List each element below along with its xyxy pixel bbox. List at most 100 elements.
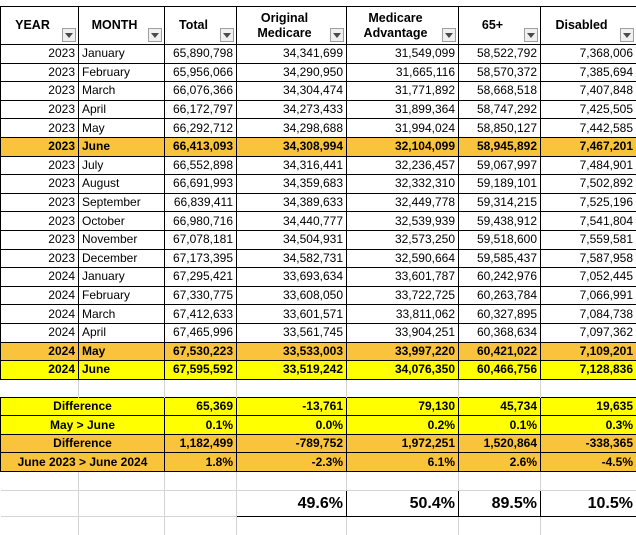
summary-block-one: Difference 65,369 -13,761 79,130 45,734 … [1,397,636,434]
share-medicare-advantage: 50.4% [347,490,459,516]
cell-total: 67,078,181 [165,230,237,249]
summary-row-difference-percent: May > June 0.1% 0.0% 0.2% 0.1% 0.3% [1,416,636,435]
column-header-disabled[interactable]: Disabled [541,7,636,45]
cell-65plus: 60,421,022 [459,342,541,361]
blank-cell [459,516,541,535]
cell-total: 66,839,411 [165,193,237,212]
blank-cell [347,379,459,397]
cell-total: 67,465,996 [165,323,237,342]
share-disabled: 10.5% [541,490,636,516]
column-header-65plus[interactable]: 65+ [459,7,541,45]
cell-original-medicare: 34,304,474 [237,82,347,101]
cell-total: 67,412,633 [165,305,237,324]
column-header-medicare-advantage[interactable]: Medicare Advantage [347,7,459,45]
cell-disabled: 7,385,694 [541,63,636,82]
column-header-month[interactable]: MONTH [79,7,165,45]
cell-month: July [79,156,165,175]
cell-medicare-advantage: 32,332,310 [347,175,459,194]
cell-65plus: 58,747,292 [459,100,541,119]
cell-medicare-advantage: 32,539,939 [347,212,459,231]
share-blank-month [79,490,165,516]
column-header-original-medicare[interactable]: Original Medicare [237,7,347,45]
cell-month: September [79,193,165,212]
cell-month: January [79,268,165,287]
cell-medicare-advantage: 31,665,116 [347,63,459,82]
summary-row-yoy-percent: June 2023 > June 2024 1.8% -2.3% 6.1% 2.… [1,453,636,472]
summary-yoy-pct-total: 1.8% [165,453,237,472]
cell-65plus: 59,189,101 [459,175,541,194]
filter-dropdown-icon[interactable] [442,28,456,42]
cell-medicare-advantage: 32,573,250 [347,230,459,249]
cell-65plus: 58,850,127 [459,119,541,138]
cell-original-medicare: 33,601,571 [237,305,347,324]
blank-cell [459,379,541,397]
cell-disabled: 7,109,201 [541,342,636,361]
cell-month: May [79,342,165,361]
summary-label-yoy-line1: Difference [1,434,165,453]
filter-dropdown-icon[interactable] [524,28,538,42]
cell-disabled: 7,484,901 [541,156,636,175]
cell-total: 66,172,797 [165,100,237,119]
cell-month: February [79,286,165,305]
cell-original-medicare: 34,290,950 [237,63,347,82]
cell-disabled: 7,084,738 [541,305,636,324]
spacer-block-one [1,379,636,397]
cell-month: December [79,249,165,268]
blank-cell [237,379,347,397]
blank-cell [79,472,165,491]
summary-row-difference-absolute: Difference 65,369 -13,761 79,130 45,734 … [1,397,636,416]
cell-year: 2023 [1,119,79,138]
cell-disabled: 7,442,585 [541,119,636,138]
cell-65plus: 58,570,372 [459,63,541,82]
cell-total: 67,595,592 [165,361,237,380]
cell-original-medicare: 33,561,745 [237,323,347,342]
summary-yoy-pct-medicare-advantage: 6.1% [347,453,459,472]
blank-cell [165,472,237,491]
filter-dropdown-icon[interactable] [620,28,634,42]
column-header-medicare-advantage-line1: Medicare [349,11,456,26]
column-header-total[interactable]: Total [165,7,237,45]
cell-medicare-advantage: 33,997,220 [347,342,459,361]
cell-original-medicare: 34,440,777 [237,212,347,231]
blank-cell [1,472,79,491]
cell-original-medicare: 34,359,683 [237,175,347,194]
cell-total: 67,173,395 [165,249,237,268]
blank-cell [1,379,79,397]
cell-65plus: 60,263,784 [459,286,541,305]
bottom-blank-row [1,516,636,535]
column-header-medicare-advantage-line2: Advantage [349,26,456,41]
column-header-year[interactable]: YEAR [1,7,79,45]
summary-row-yoy-absolute: Difference 1,182,499 -789,752 1,972,251 … [1,434,636,453]
filter-dropdown-icon[interactable] [148,28,162,42]
summary-cell-total: 65,369 [165,397,237,416]
cell-disabled: 7,559,581 [541,230,636,249]
filter-dropdown-icon[interactable] [330,28,344,42]
cell-65plus: 59,518,600 [459,230,541,249]
cell-65plus: 59,067,997 [459,156,541,175]
cell-65plus: 59,314,215 [459,193,541,212]
cell-original-medicare: 34,298,688 [237,119,347,138]
cell-65plus: 60,466,756 [459,361,541,380]
cell-65plus: 60,368,634 [459,323,541,342]
filter-dropdown-icon[interactable] [62,28,76,42]
summary-cell-65plus: 45,734 [459,397,541,416]
summary-cell-disabled: 19,635 [541,397,636,416]
summary-yoy-65plus: 1,520,864 [459,434,541,453]
cell-year: 2023 [1,249,79,268]
column-header-original-medicare-line2: Medicare [239,26,344,41]
cell-original-medicare: 34,308,994 [237,137,347,156]
share-original-medicare: 49.6% [237,490,347,516]
share-block: 49.6% 50.4% 89.5% 10.5% [1,490,636,535]
blank-row [1,472,636,491]
cell-disabled: 7,425,505 [541,100,636,119]
filter-dropdown-icon[interactable] [220,28,234,42]
cell-year: 2024 [1,305,79,324]
